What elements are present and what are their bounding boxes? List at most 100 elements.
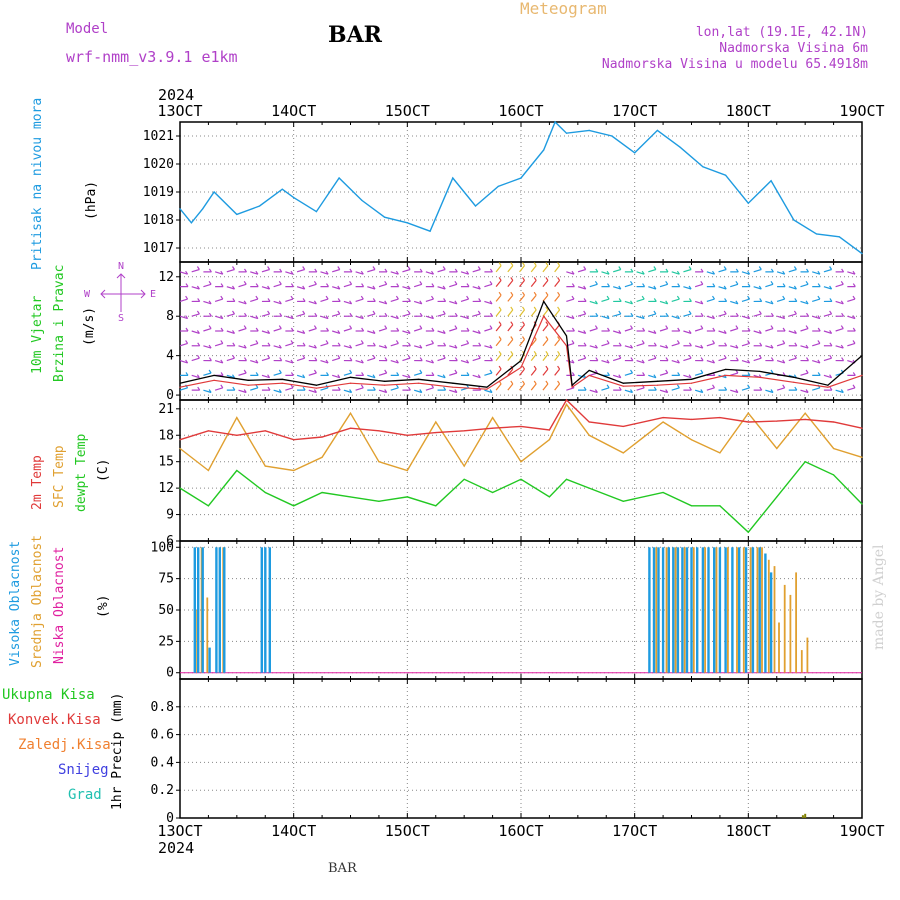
wind-barb-flag [197,386,201,391]
pressure-line-point [474,205,477,207]
wind-barb [730,345,739,349]
wind-barb [437,286,446,290]
wind-barb-flag [466,372,470,376]
mid-cloud-bar [806,637,809,673]
wind-barb [671,359,680,364]
wind-barb-flag [607,327,610,332]
wind-barb-flag [676,315,680,319]
wind-barb-flag [208,312,212,317]
wind-barb-flag [571,327,575,332]
wind-speed-line-point [281,378,283,380]
high-cloud-bar [690,547,693,673]
wind-barb [343,345,352,349]
wind-speed-line-point [418,378,420,380]
wind-barb-flag [735,344,739,349]
high-cloud-bar [208,647,211,673]
wind-barb-flag [489,280,493,285]
wind-barb [530,309,537,317]
wind-barb-flag [829,386,833,391]
wind-gust-line-point [827,386,829,388]
high-cloud-bar [707,547,710,673]
wind-barb [694,372,703,376]
wind-barb [285,387,294,391]
wind-barb-flag [267,354,271,359]
wind-barb-flag [533,262,537,266]
high-cloud-bar [701,547,705,673]
high-cloud-bar [769,572,773,673]
high-cloud-bar [738,547,741,673]
wind-barb [519,339,525,347]
wind-barb [296,286,305,290]
wind-barb-flag [758,330,762,334]
wind-barb [332,330,340,334]
wind-barb-flag [533,291,537,296]
y-tick-label: 25 [158,634,174,649]
wind-barb-flag [522,336,525,340]
wind-barb-flag [372,330,376,334]
wind-barb-flag [419,369,423,374]
wind-barb [648,313,657,317]
wind-barb-flag [557,262,561,266]
pressure-line-point [281,188,283,190]
wind-barb-flag [454,325,458,329]
wind-barb [472,374,481,379]
model-altitude-label: Nadmorska Visina u modelu 65.4918m [601,57,868,72]
wind-barb-flag [829,266,833,270]
wind-barb [308,389,317,394]
wind-barb-flag [852,372,856,376]
wind-barb [214,359,223,364]
wind-barb [402,374,411,379]
wind-barb [250,271,259,275]
wind-barb [191,286,200,290]
wind-barb [554,309,561,317]
wind-barb-flag [443,386,447,391]
temp-2m-line-point [293,439,295,441]
wind-barb [659,300,668,305]
wind-barb-flag [618,330,622,334]
dewpt-line-point [264,491,266,494]
dewpt-line-point [179,487,181,489]
wind-barb-flag [220,384,224,389]
wind-gust-line-point [759,376,761,378]
wind-barb [566,271,575,275]
wind-barb [706,342,715,347]
mid-cloud-bar [761,547,763,673]
wind-barb-flag [557,336,561,340]
wind-barb [285,271,294,275]
wind-barb-flag [454,369,458,374]
wind-barb [671,387,680,391]
wind-barb-flag [533,306,537,311]
wind-barb [413,372,422,376]
wind-barb-flag [557,306,561,311]
wind-barb [495,353,502,361]
wind-barb-flag [407,310,411,315]
wind-barb-flag [314,268,318,273]
temp-2m-line-point [832,421,835,423]
wind-barb [226,286,235,290]
wind-barb [507,368,514,376]
wind-barb [179,298,188,303]
wind-speed-line-point [179,382,181,384]
mid-cloud-bar [795,572,797,673]
y-tick-label: 75 [158,572,174,587]
wind-barb-flag [712,384,715,389]
pressure-line-point [770,180,772,182]
wind-barb-flag [583,386,587,391]
wind-speed-line-point [520,359,522,362]
wind-barb-flag [407,342,411,347]
wind-barb-flag [829,298,833,302]
wind-barb-flag [817,359,821,364]
wind-barb [542,280,549,288]
model-label: Model [66,21,109,37]
sfc-temp-line-point [463,465,465,467]
wind-barb-flag [607,283,610,287]
wind-barb [273,328,282,332]
wind-barb [741,315,750,320]
wind-barb-flag [510,380,514,385]
wind-barb-flag [641,270,645,275]
wind-barb [613,357,621,362]
wind-barb [788,313,797,317]
sfc-temp-line-point [349,412,352,414]
wind-barb-flag [243,300,247,305]
wind-barb-flag [349,268,353,273]
